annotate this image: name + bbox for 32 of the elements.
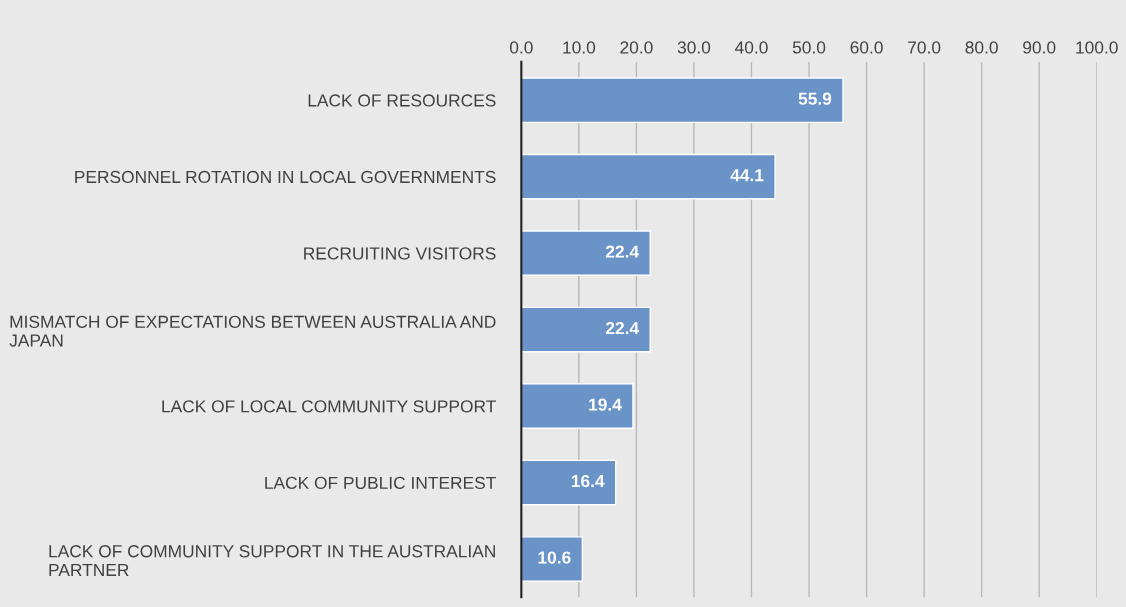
- data-label: 16.4: [571, 474, 605, 488]
- bar: [521, 536, 584, 582]
- data-label: 22.4: [605, 321, 640, 335]
- bar: [521, 306, 651, 353]
- y-tick-label: RECRUITING VISITORS: [304, 247, 496, 260]
- x-tick-label: 40.0: [735, 41, 768, 54]
- x-tick-label: 10.0: [563, 41, 596, 54]
- data-label: 55.9: [798, 92, 832, 105]
- y-tick-label: LACK OF COMMUNITY SUPPORT IN THE AUSTRALIAN PARTNER: [49, 545, 495, 576]
- y-tick-label: LACK OF RESOURCES: [308, 94, 496, 107]
- x-tick-label: 30.0: [677, 41, 711, 54]
- x-tick-label: 80.0: [965, 41, 998, 54]
- data-label: 44.1: [730, 169, 764, 182]
- x-tick-label: 50.0: [792, 41, 826, 54]
- y-tick-label: LACK OF PUBLIC INTEREST: [265, 476, 496, 490]
- x-tick-label: 90.0: [1023, 41, 1056, 54]
- y-tick-label: MISMATCH OF EXPECTATIONS BETWEEN AUSTRALIA AND JAPAN: [9, 315, 496, 347]
- x-tick-label: 100.0: [1076, 41, 1118, 54]
- data-label: 22.4: [605, 245, 640, 258]
- bar: [521, 230, 651, 276]
- bar: [521, 77, 844, 124]
- data-label: 10.6: [538, 551, 571, 564]
- bar: [521, 153, 776, 200]
- x-tick-label: 70.0: [908, 41, 941, 54]
- bar: [521, 383, 634, 429]
- y-tick-label: PERSONNEL ROTATION IN LOCAL GOVERNMENTS: [75, 170, 496, 184]
- x-tick-label: 20.0: [620, 41, 653, 54]
- x-tick-label: 0.0: [509, 41, 533, 54]
- data-label: 19.4: [589, 398, 622, 411]
- x-tick-label: 60.0: [850, 41, 883, 54]
- y-tick-label: LACK OF LOCAL COMMUNITY SUPPORT: [162, 400, 496, 413]
- bar: [521, 459, 617, 506]
